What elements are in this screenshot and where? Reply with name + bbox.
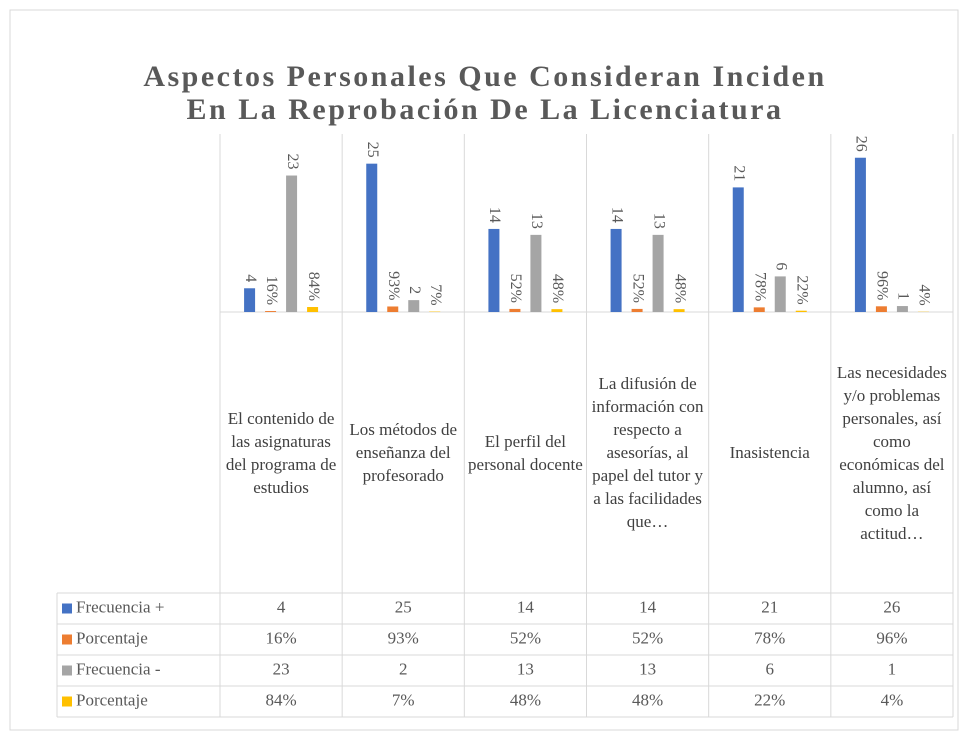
table-cell: 84% — [265, 690, 296, 709]
table-cell: 25 — [395, 597, 412, 616]
category-box: Inasistencia — [729, 443, 810, 462]
bar — [286, 175, 298, 312]
data-label: 48% — [671, 274, 688, 303]
data-label: 21 — [731, 165, 748, 181]
bar — [265, 311, 277, 312]
data-label: 78% — [752, 272, 769, 301]
x-tick-label: Inasistencia — [729, 443, 810, 462]
bar — [530, 234, 542, 312]
data-label: 26 — [853, 136, 870, 152]
table-cell: 96% — [876, 628, 907, 647]
table-cell: 14 — [517, 597, 535, 616]
table-cell: 26 — [883, 597, 900, 616]
bar — [366, 163, 378, 312]
table-cell: 22% — [754, 690, 785, 709]
table-cell: 14 — [639, 597, 657, 616]
data-label: 52% — [507, 274, 524, 303]
x-tick-label: La difusión de información con respecto … — [591, 374, 704, 531]
table-cell: 52% — [632, 628, 663, 647]
table-cell: 4% — [881, 690, 904, 709]
x-tick-label: Los métodos de enseñanza del profesorado — [349, 420, 458, 485]
legend-label: Frecuencia - — [76, 659, 161, 678]
legend-key — [62, 603, 72, 614]
data-label: 48% — [549, 274, 566, 303]
category-box: Las necesidades y/o problemas personales… — [836, 362, 947, 543]
bar — [307, 307, 319, 312]
legend-label: Porcentaje — [76, 628, 148, 647]
legend-key — [62, 634, 72, 645]
bar — [244, 288, 256, 312]
table-cell: 52% — [510, 628, 541, 647]
table-cell: 13 — [517, 659, 534, 678]
x-tick-label: Las necesidades y/o problemas personales… — [836, 362, 947, 543]
bar — [551, 309, 563, 312]
bar — [610, 228, 622, 312]
table-cell: 1 — [888, 659, 897, 678]
legend-label: Frecuencia + — [76, 597, 164, 616]
table-cell: 78% — [754, 628, 785, 647]
title-box: Aspectos Personales Que Consideran Incid… — [143, 60, 827, 126]
category-box: La difusión de información con respecto … — [591, 374, 704, 531]
table-cell: 48% — [632, 690, 663, 709]
table-cell: 16% — [265, 628, 296, 647]
bar — [753, 307, 765, 312]
data-label: 4 — [242, 274, 259, 282]
bar — [854, 157, 866, 312]
bar — [875, 306, 887, 312]
bar — [795, 310, 807, 312]
bar — [488, 228, 500, 312]
table-cell: 93% — [388, 628, 419, 647]
category-box: El perfil del personal docente — [468, 431, 583, 474]
table-cell: 23 — [273, 659, 290, 678]
data-label: 7% — [427, 284, 444, 305]
bar — [896, 306, 908, 312]
data-label: 4% — [916, 284, 933, 305]
data-label: 16% — [263, 276, 280, 305]
table-cell: 6 — [766, 659, 775, 678]
data-label: 84% — [305, 272, 322, 301]
legend-label: Porcentaje — [76, 690, 148, 709]
data-label: 14 — [486, 207, 503, 223]
data-label: 14 — [608, 207, 625, 223]
bar — [673, 309, 685, 312]
data-label: 13 — [528, 213, 545, 229]
bar — [652, 234, 664, 312]
legend-key — [62, 696, 72, 707]
data-label: 96% — [874, 271, 891, 300]
data-label: 93% — [385, 271, 402, 300]
chart-title: Aspectos Personales Que Consideran Incid… — [143, 60, 827, 126]
bar — [774, 276, 786, 312]
category-box: Los métodos de enseñanza del profesorado — [349, 420, 458, 485]
data-label: 23 — [284, 154, 301, 170]
table-cell: 21 — [761, 597, 778, 616]
legend-key — [62, 665, 72, 676]
bar — [509, 308, 521, 312]
bar — [387, 306, 399, 312]
data-label: 25 — [364, 142, 381, 158]
data-label: 13 — [650, 213, 667, 229]
table-cell: 48% — [510, 690, 541, 709]
bar — [732, 187, 744, 312]
table-cell: 4 — [277, 597, 286, 616]
table-cell: 7% — [392, 690, 415, 709]
chart-border — [9, 9, 959, 731]
category-box: El contenido de las asignaturas del prog… — [225, 408, 337, 497]
data-label: 52% — [629, 274, 646, 303]
x-tick-label: El contenido de las asignaturas del prog… — [225, 408, 337, 497]
x-tick-label: El perfil del personal docente — [468, 431, 583, 474]
bar — [631, 308, 643, 312]
data-label: 2 — [406, 286, 423, 294]
data-label: 6 — [773, 262, 790, 270]
data-label: 22% — [794, 275, 811, 304]
table-cell: 13 — [639, 659, 656, 678]
table-cell: 2 — [399, 659, 408, 678]
data-label: 1 — [895, 292, 912, 300]
bar — [408, 300, 420, 312]
